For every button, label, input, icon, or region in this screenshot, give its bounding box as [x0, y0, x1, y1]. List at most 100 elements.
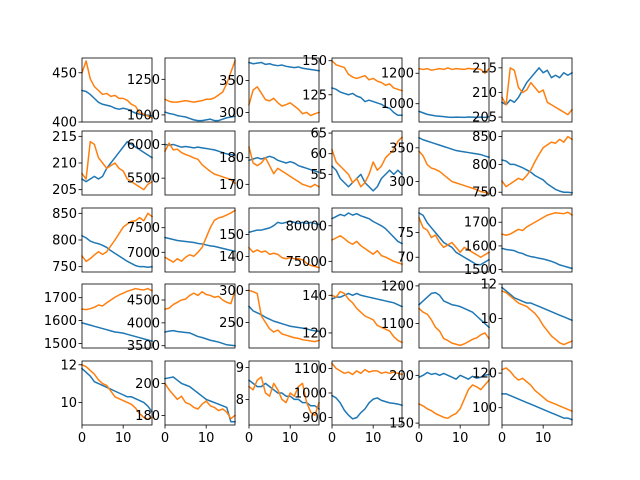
y-tick-label: 65	[310, 127, 327, 142]
panel: 3500 4000 4500	[127, 283, 236, 354]
y-tick-label: 350	[389, 141, 414, 156]
panel: 750 800 850	[52, 207, 154, 275]
y-tick-label: 55	[310, 168, 327, 183]
panel: 300 350	[219, 57, 320, 123]
series-line	[163, 59, 236, 103]
series-line	[248, 220, 320, 234]
series-line	[417, 307, 491, 347]
y-tick-label: 850	[472, 130, 497, 145]
y-tick-label: 4500	[127, 294, 160, 309]
axes-frame	[501, 130, 573, 196]
axes-frame	[81, 360, 153, 426]
y-tick-label: 1000	[294, 387, 327, 402]
y-tick-label: 75000	[286, 255, 327, 270]
y-tick-label: 170	[219, 178, 244, 193]
x-tick-label: 10	[452, 431, 469, 446]
series-line	[500, 67, 574, 106]
y-tick-label: 215	[472, 61, 497, 76]
y-tick-label: 12	[60, 358, 77, 373]
x-tick-label: 0	[161, 431, 169, 446]
series-line	[163, 142, 237, 185]
series-line	[248, 61, 320, 72]
y-tick-label: 205	[52, 183, 77, 198]
x-tick-label: 0	[78, 431, 86, 446]
series-line	[164, 111, 236, 122]
axes-frame	[418, 283, 490, 349]
y-tick-label: 4000	[127, 316, 160, 331]
y-tick-label: 150	[219, 228, 244, 243]
y-tick-label: 1000	[127, 108, 160, 123]
axes-frame	[248, 207, 320, 273]
axes-frame	[501, 360, 573, 426]
series-line	[164, 289, 236, 311]
y-tick-label: 60	[310, 147, 327, 162]
y-tick-label: 150	[302, 54, 327, 69]
y-tick-label: 1600	[464, 239, 497, 254]
panel: 250 300	[219, 283, 320, 349]
x-tick-label: 10	[115, 431, 132, 446]
y-tick-label: 10	[480, 312, 497, 327]
series-line	[248, 155, 320, 174]
panel: 125 150	[302, 54, 403, 123]
y-tick-label: 300	[219, 106, 244, 121]
series-line	[418, 216, 491, 258]
panel: 10 12	[480, 278, 573, 349]
x-tick-label: 10	[282, 431, 299, 446]
y-tick-label: 1500	[464, 263, 497, 278]
y-tick-label: 800	[472, 158, 497, 173]
y-tick-label: 8	[236, 393, 244, 408]
y-tick-label: 10	[60, 396, 77, 411]
panels-group: 4004501000125030035012515010001200205210…	[44, 54, 574, 446]
axes-frame	[248, 360, 320, 426]
axes-frame	[331, 207, 403, 273]
panel: 70 75	[397, 207, 491, 273]
y-tick-label: 300	[389, 175, 414, 190]
axes-frame	[248, 130, 320, 196]
x-tick-label: 0	[498, 431, 506, 446]
panel: 750 800 850	[472, 130, 574, 201]
axes-frame	[331, 283, 403, 349]
series-line	[331, 87, 403, 116]
y-tick-label: 100	[472, 401, 497, 416]
y-tick-label: 250	[219, 316, 244, 331]
y-tick-label: 12	[480, 278, 497, 293]
y-tick-label: 180	[135, 409, 160, 424]
series-line	[501, 211, 574, 237]
series-line	[501, 159, 573, 194]
series-line	[418, 110, 490, 119]
y-tick-label: 450	[52, 66, 77, 81]
series-line	[418, 67, 491, 74]
series-line	[80, 234, 153, 268]
axes-frame	[81, 57, 153, 123]
series-line	[500, 67, 574, 116]
axes-frame	[501, 207, 573, 273]
axes-frame	[164, 130, 236, 196]
series-line	[330, 362, 403, 376]
y-tick-label: 140	[302, 289, 327, 304]
x-tick-label: 10	[535, 431, 552, 446]
panel: 5500 6000	[127, 130, 237, 196]
panel: 1500 1600 1700	[464, 207, 574, 278]
y-tick-label: 350	[219, 74, 244, 89]
series-line	[164, 236, 236, 253]
panel: 75000 80000	[286, 207, 404, 273]
series-line	[501, 367, 573, 413]
series-line	[330, 165, 404, 192]
series-line	[501, 247, 573, 270]
y-tick-label: 1200	[381, 279, 414, 294]
series-line	[331, 292, 403, 308]
y-tick-label: 1100	[381, 317, 414, 332]
series-line	[163, 382, 237, 420]
axes-frame	[164, 360, 236, 426]
x-tick-label: 0	[328, 431, 336, 446]
series-line	[330, 59, 403, 92]
series-line	[163, 209, 237, 263]
axes-frame	[501, 283, 573, 349]
series-line	[164, 329, 236, 347]
series-line	[418, 379, 491, 420]
series-line	[248, 289, 320, 343]
y-tick-label: 80000	[286, 219, 327, 234]
axes-frame	[418, 207, 490, 273]
y-tick-label: 125	[302, 88, 327, 103]
